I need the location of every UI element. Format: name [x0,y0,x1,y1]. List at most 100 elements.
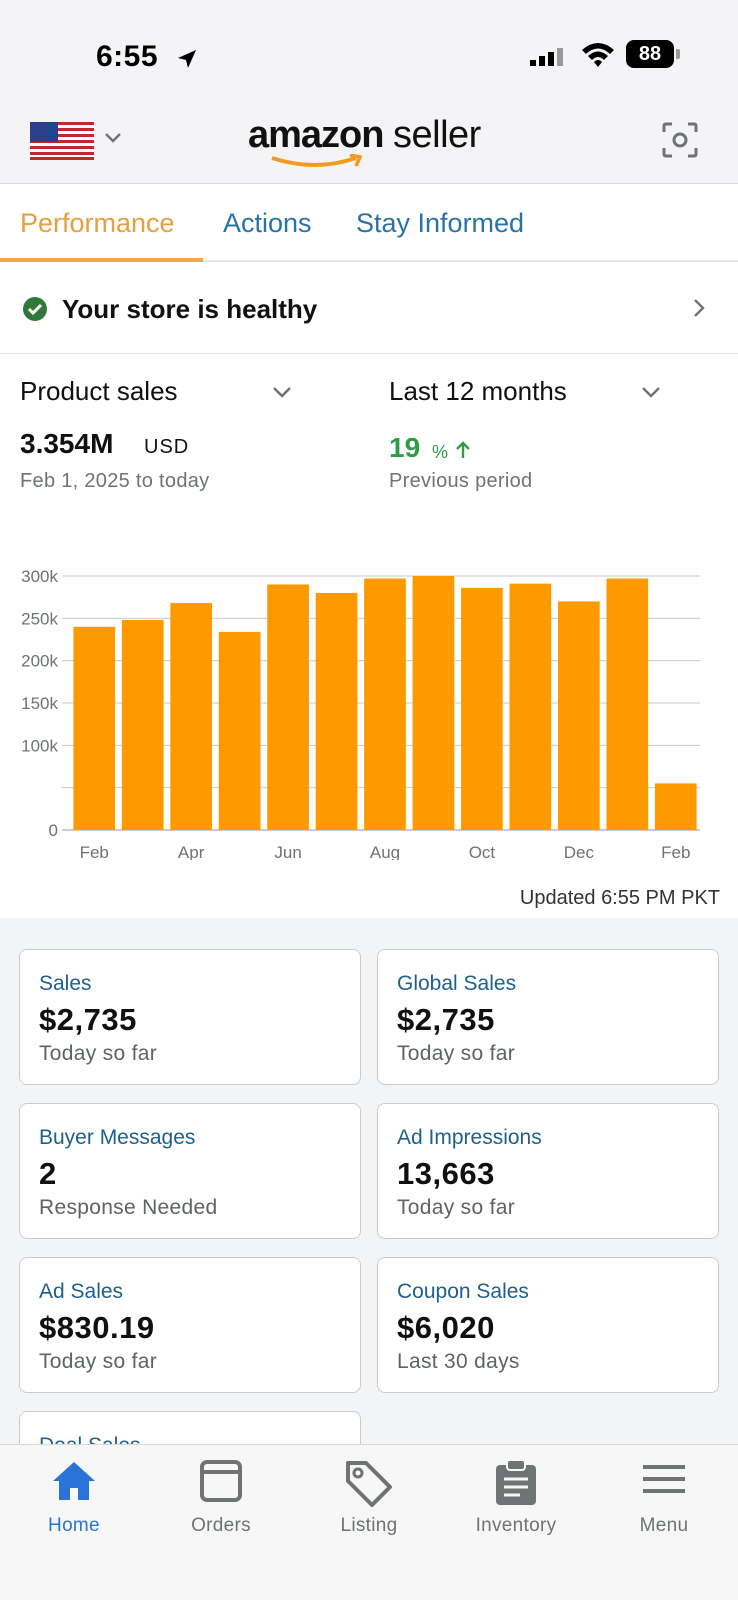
chevron-down-icon[interactable] [272,386,292,399]
nav-menu[interactable]: Menu [590,1445,738,1555]
card-title: Ad Impressions [397,1126,542,1149]
nav-listing[interactable]: Listing [295,1445,443,1555]
card-subtitle: Response Needed [39,1196,218,1219]
card-subtitle: Today so far [39,1042,157,1065]
store-health-row[interactable]: Your store is healthy [0,264,738,354]
chart-bar [170,603,212,830]
card-subtitle: Today so far [397,1196,515,1219]
card-title: Buyer Messages [39,1126,196,1149]
chart-x-tick-label: Oct [469,843,496,860]
period-selector[interactable]: Last 12 months [389,376,567,406]
card-ad-impressions[interactable]: Ad Impressions 13,663 Today so far [377,1103,719,1239]
tab-bar: Performance Actions Stay Informed [0,184,738,262]
us-flag-icon [30,122,94,160]
chart-bar [267,584,309,830]
country-selector-button[interactable] [30,120,130,164]
card-value: $2,735 [397,1002,495,1037]
wifi-icon [582,43,614,67]
chevron-down-icon[interactable] [641,386,661,399]
sales-bar-chart: 0 100k 150k 200k 250k 300k Feb Apr Jun Aug Oct Dec F… [0,550,738,860]
chart-bar [509,583,552,830]
chart-y-tick-label: 250k [21,609,58,628]
chart-x-tick-label: Jun [274,843,301,860]
card-sales[interactable]: Sales $2,735 Today so far [19,949,361,1085]
home-icon [53,1462,95,1500]
tab-performance[interactable]: Performance [20,208,175,238]
card-value: 2 [39,1156,57,1191]
chart-bar [218,631,261,830]
chart-y-tick-label: 100k [21,736,58,755]
card-buyer-messages[interactable]: Buyer Messages 2 Response Needed [19,1103,361,1239]
status-bar: 6:55 88 [0,0,738,100]
product-sales-value: 3.354M [20,428,114,459]
chart-bar [461,587,503,830]
chart-bar [73,626,116,830]
change-percent-unit: % [432,442,449,462]
chart-y-tick-label: 150k [21,694,58,713]
chart-x-tick-label: Feb [661,843,690,860]
chevron-right-icon [694,299,705,317]
logo-suffix: seller [393,114,481,156]
battery-indicator: 88 [626,40,674,68]
card-value: $830.19 [39,1310,155,1345]
chart-y-tick-label: 0 [49,821,58,840]
chart-bar [364,578,406,830]
chart-svg: 0 100k 150k 200k 250k 300k Feb Apr Jun Aug Oct Dec F… [21,567,700,860]
chart-bar [121,620,164,830]
product-sales-unit: USD [144,436,190,458]
card-title: Global Sales [397,972,517,995]
chart-x-tick-label: Dec [564,843,595,860]
status-time: 6:55 [96,40,159,73]
nav-orders[interactable]: Orders [147,1445,295,1555]
tab-actions[interactable]: Actions [223,208,312,238]
check-circle-icon [23,297,47,321]
chart-bar [606,578,649,830]
tab-stay-informed[interactable]: Stay Informed [356,208,525,238]
nav-label: Menu [639,1515,689,1536]
nav-inventory[interactable]: Inventory [442,1445,590,1555]
scan-camera-icon[interactable] [660,120,700,160]
nav-label: Home [48,1515,100,1536]
card-subtitle: Today so far [39,1350,157,1373]
date-range: Feb 1, 2025 to today [20,470,210,492]
chart-bar [412,576,455,830]
metric-selector[interactable]: Product sales [20,376,178,406]
card-title: Sales [39,972,92,995]
bottom-navigation: Home Orders Listing Inventory Menu [0,1444,738,1600]
chart-bar [654,783,697,830]
summary-cards-section: Sales $2,735 Today so far Global Sales $… [0,918,738,1547]
change-percent-value: 19 [389,432,421,463]
card-global-sales[interactable]: Global Sales $2,735 Today so far [377,949,719,1085]
change-label: Previous period [389,470,533,492]
card-ad-sales[interactable]: Ad Sales $830.19 Today so far [19,1257,361,1393]
active-tab-indicator [0,258,203,262]
amazon-seller-logo: amazon seller [248,112,498,172]
app-header: amazon seller [0,100,738,184]
card-value: 13,663 [397,1156,495,1191]
card-subtitle: Today so far [397,1042,515,1065]
chart-bar [315,592,358,830]
chart-x-tick-label: Aug [370,843,400,860]
location-arrow-icon [178,50,196,68]
card-value: $6,020 [397,1310,495,1345]
nav-label: Orders [191,1515,251,1536]
nav-label: Listing [340,1515,398,1536]
tag-icon [346,1461,392,1507]
hamburger-icon [643,1465,685,1493]
chart-x-tick-label: Feb [80,843,109,860]
chart-x-tick-label: Apr [178,843,205,860]
card-coupon-sales[interactable]: Coupon Sales $6,020 Last 30 days [377,1257,719,1393]
updated-timestamp: Updated 6:55 PM PKT [519,887,720,909]
card-title: Coupon Sales [397,1280,529,1303]
battery-tip [676,49,680,59]
chevron-down-icon [105,133,121,143]
chart-y-tick-label: 200k [21,652,58,671]
card-value: $2,735 [39,1002,137,1037]
store-health-text: Your store is healthy [62,294,318,324]
clipboard-icon [496,1459,536,1505]
cellular-signal-icon [530,48,563,66]
amazon-smile-icon [271,154,363,167]
orders-icon [200,1460,242,1502]
chart-y-tick-label: 300k [21,567,58,586]
nav-home[interactable]: Home [0,1445,148,1555]
